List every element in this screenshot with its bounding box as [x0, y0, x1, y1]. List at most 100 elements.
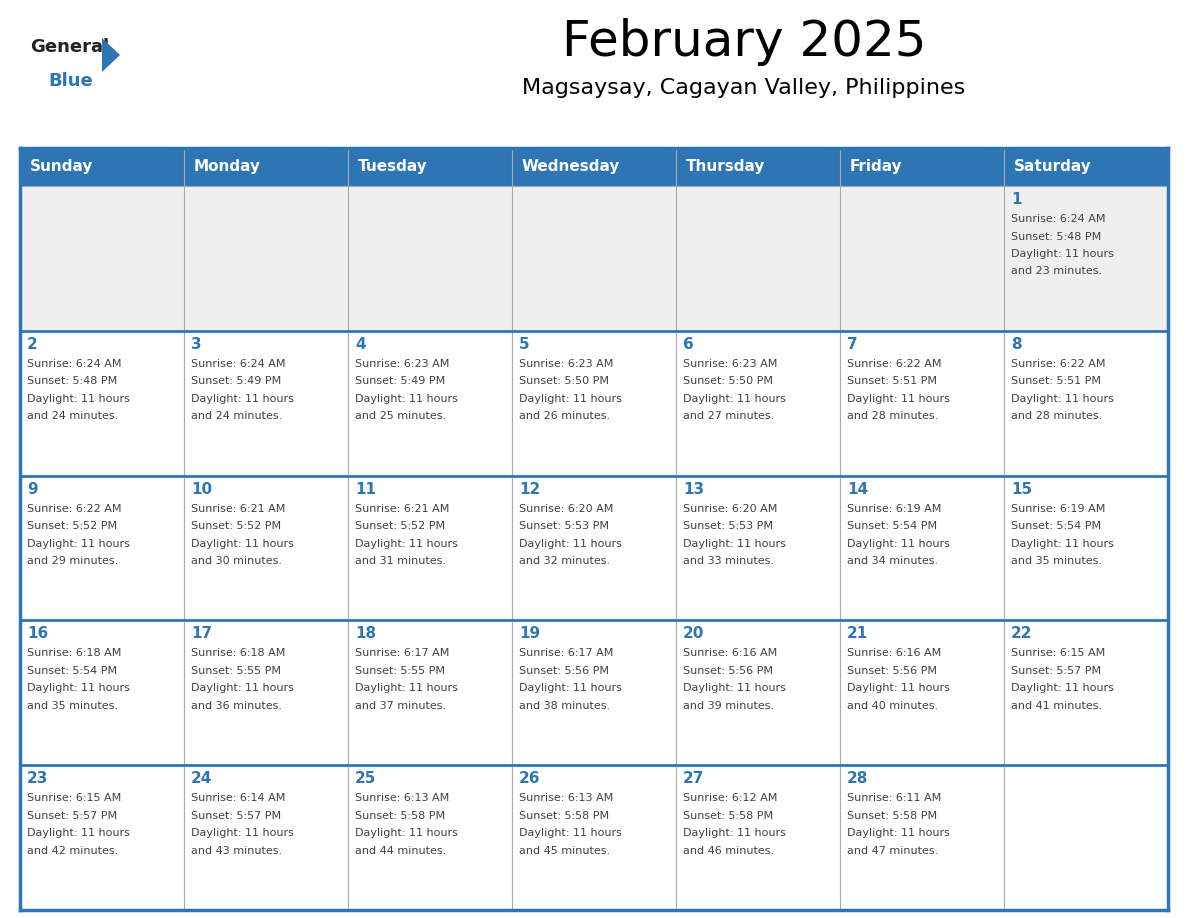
Bar — [348, 621, 512, 766]
Text: Sunrise: 6:18 AM: Sunrise: 6:18 AM — [191, 648, 285, 658]
Text: and 30 minutes.: and 30 minutes. — [191, 556, 282, 566]
Text: Daylight: 11 hours: Daylight: 11 hours — [355, 828, 457, 838]
Text: Sunday: Sunday — [30, 160, 94, 174]
Text: Sunset: 5:53 PM: Sunset: 5:53 PM — [683, 521, 773, 532]
Text: Daylight: 11 hours: Daylight: 11 hours — [355, 683, 457, 693]
Text: February 2025: February 2025 — [562, 18, 927, 66]
Text: Daylight: 11 hours: Daylight: 11 hours — [519, 683, 621, 693]
Text: Sunrise: 6:23 AM: Sunrise: 6:23 AM — [519, 359, 613, 369]
Bar — [20, 148, 1168, 186]
Text: 16: 16 — [27, 626, 49, 642]
Text: 19: 19 — [519, 626, 541, 642]
Text: Daylight: 11 hours: Daylight: 11 hours — [847, 828, 950, 838]
Text: Sunrise: 6:23 AM: Sunrise: 6:23 AM — [355, 359, 449, 369]
Text: 4: 4 — [355, 337, 366, 352]
Text: Sunset: 5:55 PM: Sunset: 5:55 PM — [191, 666, 282, 676]
Text: Sunrise: 6:12 AM: Sunrise: 6:12 AM — [683, 793, 777, 803]
Text: Sunrise: 6:18 AM: Sunrise: 6:18 AM — [27, 648, 121, 658]
Bar — [20, 621, 184, 766]
Text: Sunrise: 6:15 AM: Sunrise: 6:15 AM — [1011, 648, 1105, 658]
Text: Sunset: 5:51 PM: Sunset: 5:51 PM — [847, 376, 937, 386]
Text: Daylight: 11 hours: Daylight: 11 hours — [683, 683, 786, 693]
Text: 8: 8 — [1011, 337, 1022, 352]
Text: Magsaysay, Cagayan Valley, Philippines: Magsaysay, Cagayan Valley, Philippines — [523, 78, 966, 98]
Text: 3: 3 — [191, 337, 202, 352]
Bar — [1004, 476, 1168, 621]
Text: Daylight: 11 hours: Daylight: 11 hours — [27, 828, 129, 838]
Text: Sunset: 5:50 PM: Sunset: 5:50 PM — [519, 376, 609, 386]
Text: 6: 6 — [683, 337, 694, 352]
Text: and 42 minutes.: and 42 minutes. — [27, 845, 119, 856]
Text: Sunset: 5:58 PM: Sunset: 5:58 PM — [355, 811, 446, 821]
Bar — [1004, 621, 1168, 766]
Bar — [512, 621, 676, 766]
Bar — [676, 621, 840, 766]
Bar — [184, 621, 348, 766]
Bar — [184, 330, 348, 476]
Bar — [348, 476, 512, 621]
Text: and 24 minutes.: and 24 minutes. — [191, 411, 283, 421]
Text: Sunset: 5:54 PM: Sunset: 5:54 PM — [847, 521, 937, 532]
Text: Daylight: 11 hours: Daylight: 11 hours — [27, 683, 129, 693]
Text: Daylight: 11 hours: Daylight: 11 hours — [519, 539, 621, 549]
Bar — [676, 476, 840, 621]
Bar — [512, 476, 676, 621]
Text: Sunrise: 6:24 AM: Sunrise: 6:24 AM — [191, 359, 285, 369]
Polygon shape — [102, 38, 120, 72]
Text: Sunrise: 6:15 AM: Sunrise: 6:15 AM — [27, 793, 121, 803]
Text: Sunrise: 6:24 AM: Sunrise: 6:24 AM — [1011, 214, 1106, 224]
Bar — [1004, 330, 1168, 476]
Text: Daylight: 11 hours: Daylight: 11 hours — [27, 539, 129, 549]
Text: Sunrise: 6:17 AM: Sunrise: 6:17 AM — [355, 648, 449, 658]
Bar — [512, 186, 676, 330]
Bar — [840, 330, 1004, 476]
Text: Sunrise: 6:16 AM: Sunrise: 6:16 AM — [847, 648, 941, 658]
Text: 15: 15 — [1011, 482, 1032, 497]
Text: 21: 21 — [847, 626, 868, 642]
Text: and 43 minutes.: and 43 minutes. — [191, 845, 282, 856]
Text: and 47 minutes.: and 47 minutes. — [847, 845, 939, 856]
Text: and 26 minutes.: and 26 minutes. — [519, 411, 611, 421]
Text: Monday: Monday — [194, 160, 261, 174]
Bar — [512, 330, 676, 476]
Text: 25: 25 — [355, 771, 377, 786]
Text: Sunrise: 6:24 AM: Sunrise: 6:24 AM — [27, 359, 121, 369]
Bar — [184, 766, 348, 910]
Text: Sunset: 5:58 PM: Sunset: 5:58 PM — [519, 811, 609, 821]
Text: 23: 23 — [27, 771, 49, 786]
Text: 14: 14 — [847, 482, 868, 497]
Text: Sunrise: 6:14 AM: Sunrise: 6:14 AM — [191, 793, 285, 803]
Bar — [1004, 766, 1168, 910]
Text: Sunset: 5:49 PM: Sunset: 5:49 PM — [191, 376, 282, 386]
Text: Sunset: 5:53 PM: Sunset: 5:53 PM — [519, 521, 609, 532]
Text: 2: 2 — [27, 337, 38, 352]
Text: and 32 minutes.: and 32 minutes. — [519, 556, 611, 566]
Text: Sunset: 5:52 PM: Sunset: 5:52 PM — [191, 521, 282, 532]
Text: Sunrise: 6:22 AM: Sunrise: 6:22 AM — [27, 504, 121, 513]
Text: Sunrise: 6:11 AM: Sunrise: 6:11 AM — [847, 793, 941, 803]
Text: Sunrise: 6:16 AM: Sunrise: 6:16 AM — [683, 648, 777, 658]
Text: Daylight: 11 hours: Daylight: 11 hours — [847, 683, 950, 693]
Text: Sunset: 5:55 PM: Sunset: 5:55 PM — [355, 666, 446, 676]
Text: and 31 minutes.: and 31 minutes. — [355, 556, 446, 566]
Text: and 34 minutes.: and 34 minutes. — [847, 556, 939, 566]
Text: Daylight: 11 hours: Daylight: 11 hours — [683, 394, 786, 404]
Bar — [840, 186, 1004, 330]
Bar — [348, 186, 512, 330]
Text: Sunset: 5:57 PM: Sunset: 5:57 PM — [27, 811, 118, 821]
Text: and 45 minutes.: and 45 minutes. — [519, 845, 611, 856]
Text: Sunrise: 6:19 AM: Sunrise: 6:19 AM — [1011, 504, 1105, 513]
Text: Daylight: 11 hours: Daylight: 11 hours — [1011, 683, 1114, 693]
Text: 24: 24 — [191, 771, 213, 786]
Text: and 28 minutes.: and 28 minutes. — [1011, 411, 1102, 421]
Text: and 27 minutes.: and 27 minutes. — [683, 411, 775, 421]
Text: Sunset: 5:48 PM: Sunset: 5:48 PM — [1011, 231, 1101, 241]
Bar — [20, 766, 184, 910]
Text: Daylight: 11 hours: Daylight: 11 hours — [519, 394, 621, 404]
Bar — [512, 766, 676, 910]
Bar — [1004, 186, 1168, 330]
Text: 17: 17 — [191, 626, 213, 642]
Text: Daylight: 11 hours: Daylight: 11 hours — [355, 539, 457, 549]
Bar — [184, 186, 348, 330]
Text: and 29 minutes.: and 29 minutes. — [27, 556, 119, 566]
